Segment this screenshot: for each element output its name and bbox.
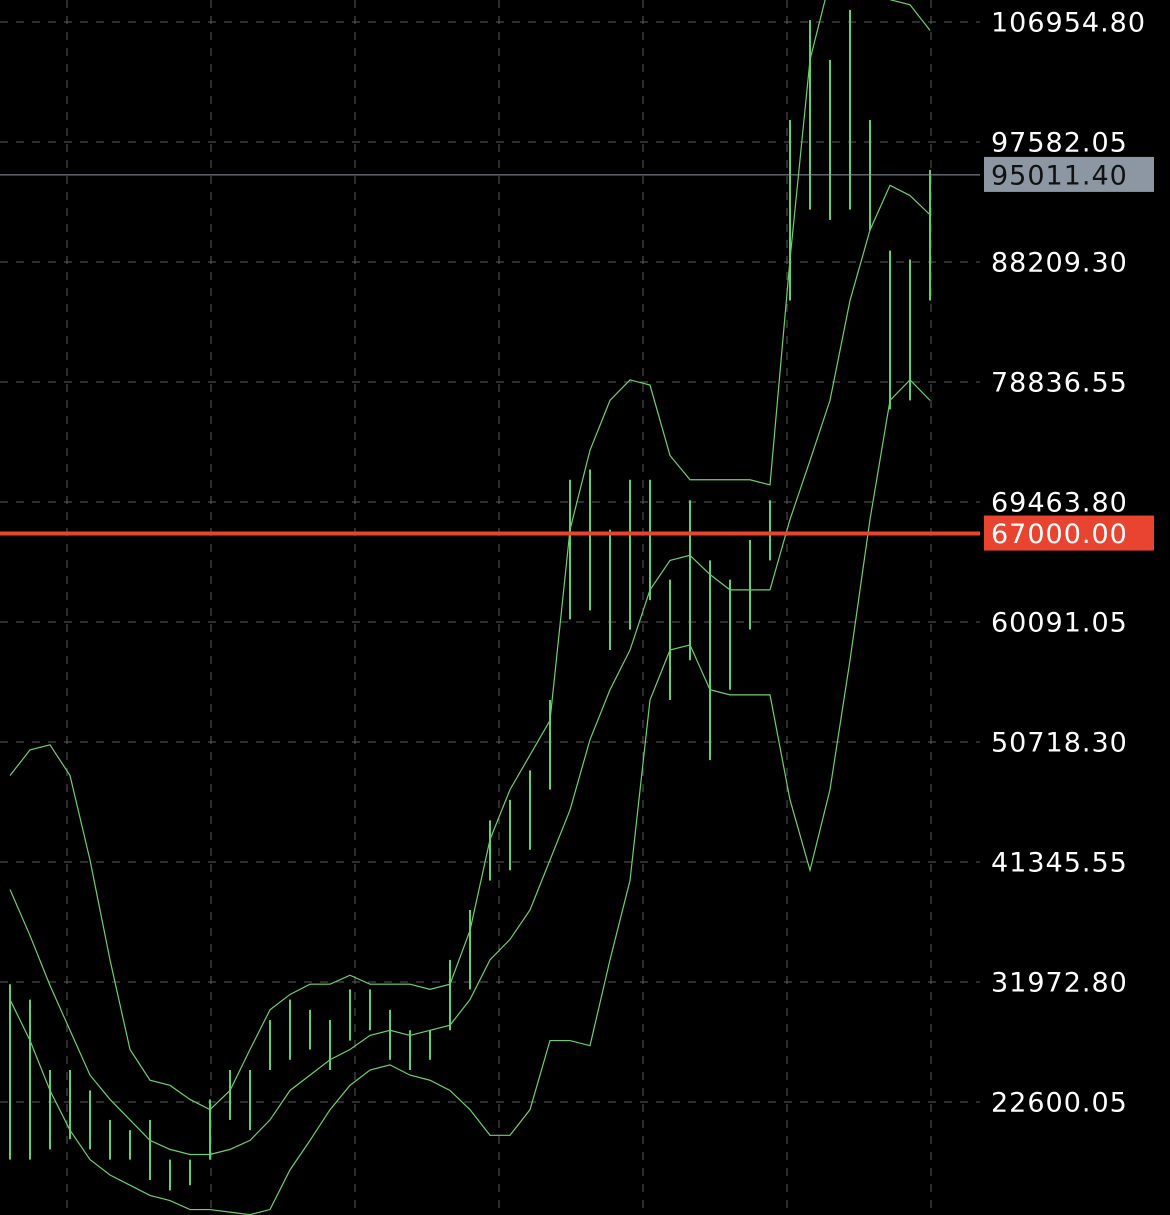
- y-tick-label: 31972.80: [991, 967, 1128, 998]
- y-tick-label: 41345.55: [991, 847, 1128, 878]
- grid: [0, 0, 980, 1215]
- band-line: [9, 184, 931, 1156]
- y-tick-label: 22600.05: [991, 1087, 1128, 1118]
- y-tick-label: 106954.80: [991, 7, 1146, 38]
- band-line: [9, 379, 931, 1215]
- y-tick-label: 88209.30: [991, 247, 1128, 278]
- price-label: 67000.00: [991, 519, 1128, 550]
- y-tick-label: 97582.05: [991, 127, 1128, 158]
- y-tick-label: 69463.80: [991, 487, 1128, 518]
- price-axis: 106954.80 97582.05 88209.30 78836.55 69463.8…: [984, 7, 1154, 1118]
- plot-area: [0, 0, 980, 1215]
- y-tick-label: 60091.05: [991, 607, 1128, 638]
- price-label-box: [984, 156, 1154, 192]
- y-tick-label: 50718.30: [991, 727, 1128, 758]
- price-label: 95011.40: [991, 160, 1128, 191]
- y-tick-label: 78836.55: [991, 367, 1128, 398]
- price-label-box: [984, 515, 1154, 551]
